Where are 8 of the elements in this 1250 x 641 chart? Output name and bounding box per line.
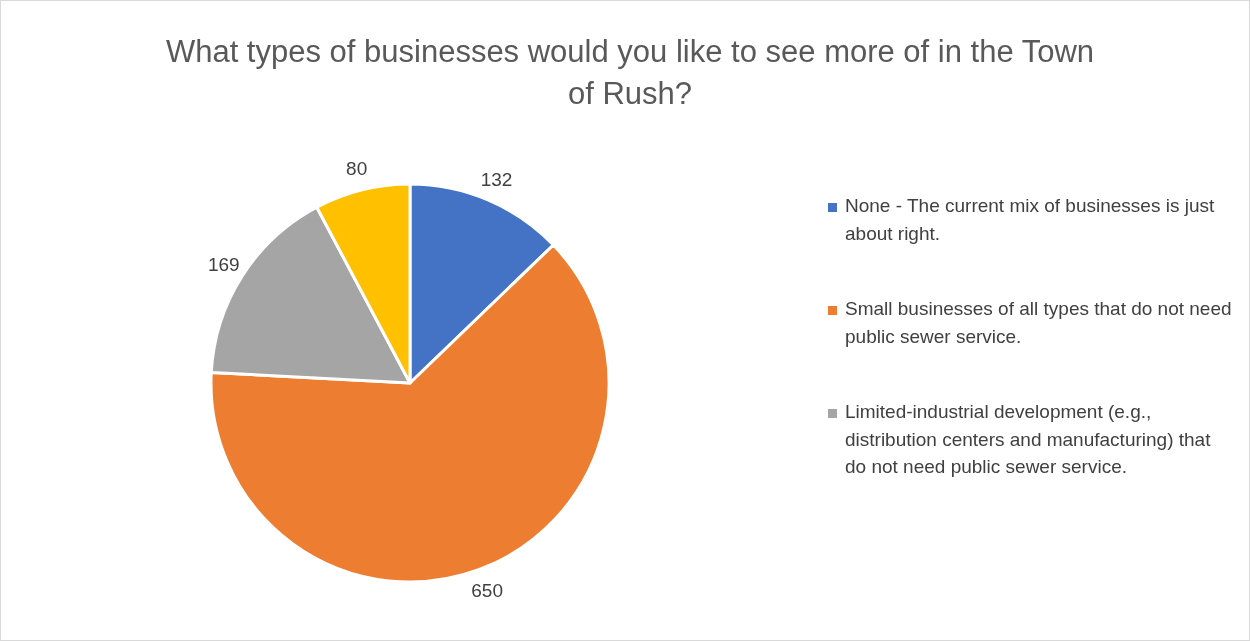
legend-label: None - The current mix of businesses is just about right. [845,195,1215,244]
data-label: 132 [480,169,513,191]
legend-label: Small businesses of all types that do not need public sewer service. [845,298,1232,347]
chart-title: What types of businesses would you like to see more of in the Town of Rush? [165,34,1095,111]
data-label: 650 [471,579,503,601]
legend-label: Limited-industrial development (e.g., distribution centers and manufacturing) that do not need public sewer service. [845,401,1212,477]
data-label: 169 [207,253,240,275]
data-label: 80 [346,158,368,180]
